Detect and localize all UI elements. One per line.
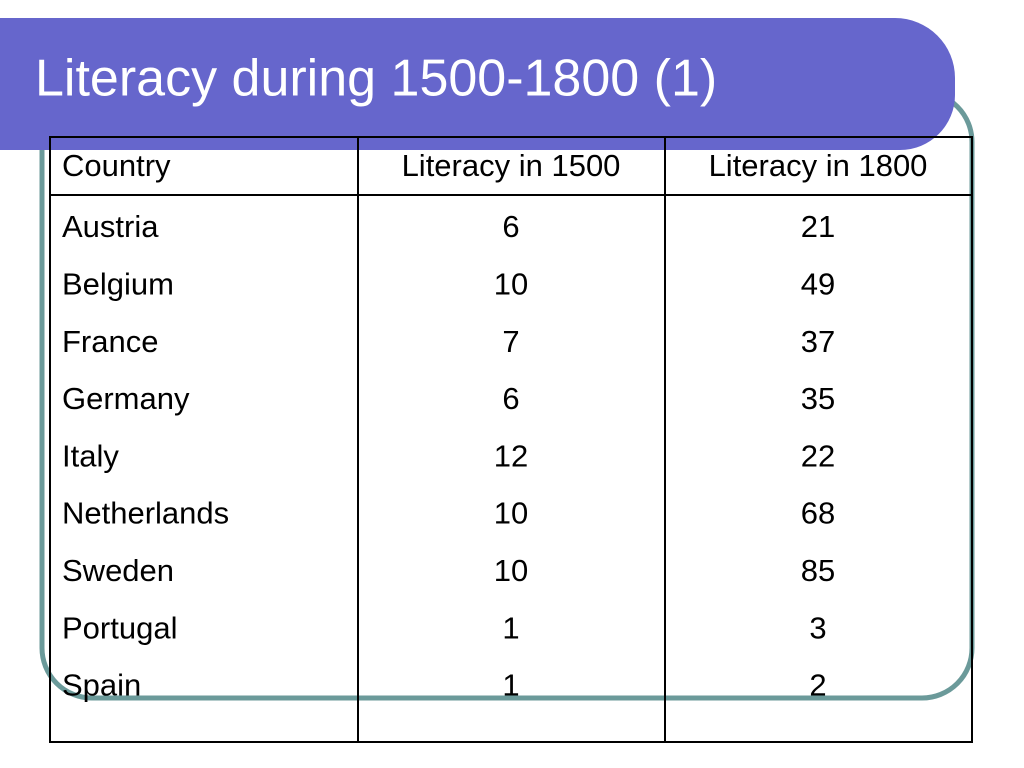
- table-border: [49, 136, 973, 743]
- table-cell: Germany: [62, 381, 190, 416]
- table-cell: Belgium: [62, 266, 174, 301]
- table-grid: [49, 136, 973, 743]
- table-cell: 49: [801, 266, 835, 301]
- table-cell: 2: [809, 668, 826, 703]
- table-cell: 12: [494, 438, 528, 473]
- table-cell: 3: [809, 610, 826, 645]
- table-cell: 7: [502, 324, 519, 359]
- header-cell: Literacy in 1800: [709, 148, 928, 183]
- table-cell: France: [62, 324, 158, 359]
- table-cell: 21: [801, 209, 835, 244]
- table-cell: 37: [801, 324, 835, 359]
- title-bar: [0, 18, 955, 150]
- table-cell: 35: [801, 381, 835, 416]
- table-cell: Portugal: [62, 610, 177, 645]
- table-cell: 68: [801, 496, 835, 531]
- header-cell: Country: [62, 148, 171, 183]
- table-cell: Sweden: [62, 553, 174, 588]
- table-cell: 1: [502, 668, 519, 703]
- table-cell: 22: [801, 438, 835, 473]
- table-cell: 6: [502, 209, 519, 244]
- table-cell: 1: [502, 610, 519, 645]
- header-cell: Literacy in 1500: [402, 148, 621, 183]
- table-cell: Netherlands: [62, 496, 229, 531]
- table-cell: 10: [494, 496, 528, 531]
- table-cell: Italy: [62, 438, 119, 473]
- table-cell: 85: [801, 553, 835, 588]
- table-cell: 6: [502, 381, 519, 416]
- table-cell: 10: [494, 266, 528, 301]
- table-cell: Austria: [62, 209, 159, 244]
- table-cell: 10: [494, 553, 528, 588]
- slide-title: Literacy during 1500-1800 (1): [35, 50, 717, 108]
- table-cell: Spain: [62, 668, 141, 703]
